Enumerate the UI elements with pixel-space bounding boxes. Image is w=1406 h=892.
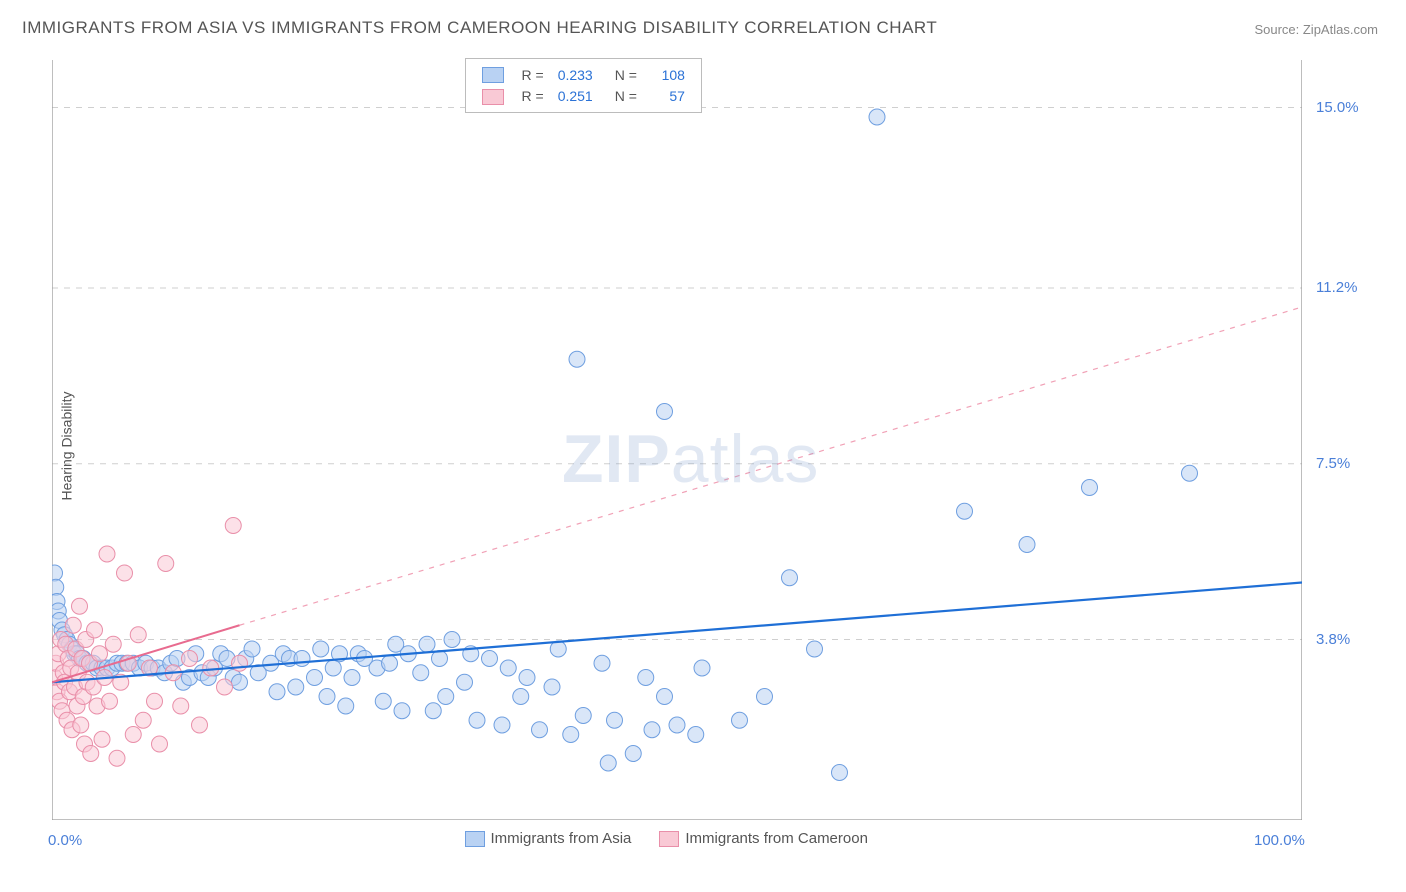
plot-area: ZIPatlas [52,60,1302,820]
legend-series: Immigrants from Asia Immigrants from Came… [465,830,896,847]
x-tick-label: 100.0% [1254,832,1305,849]
y-tick-label: 15.0% [1316,99,1359,116]
y-tick-label: 11.2% [1316,279,1357,296]
scatter-plot-svg [52,60,1302,820]
source-attribution: Source: ZipAtlas.com [1254,22,1378,37]
legend-item: Immigrants from Cameroon [659,830,868,847]
y-tick-label: 3.8% [1316,631,1350,648]
legend-correlation-box: R =0.233N =108R =0.251N =57 [465,58,702,113]
legend-item: Immigrants from Asia [465,830,632,847]
chart-title: IMMIGRANTS FROM ASIA VS IMMIGRANTS FROM … [22,18,937,38]
y-tick-label: 7.5% [1316,455,1350,472]
x-tick-label: 0.0% [48,832,82,849]
chart-container: IMMIGRANTS FROM ASIA VS IMMIGRANTS FROM … [0,0,1406,892]
